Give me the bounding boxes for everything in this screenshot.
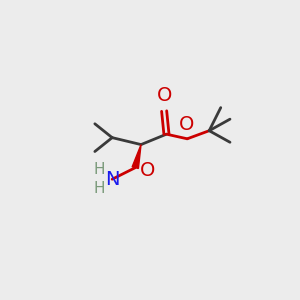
Text: O: O — [179, 115, 194, 134]
Text: H: H — [94, 181, 105, 196]
Text: O: O — [157, 86, 172, 105]
Text: N: N — [105, 170, 119, 189]
Text: H: H — [94, 163, 105, 178]
Text: O: O — [140, 161, 156, 180]
Polygon shape — [132, 145, 141, 169]
